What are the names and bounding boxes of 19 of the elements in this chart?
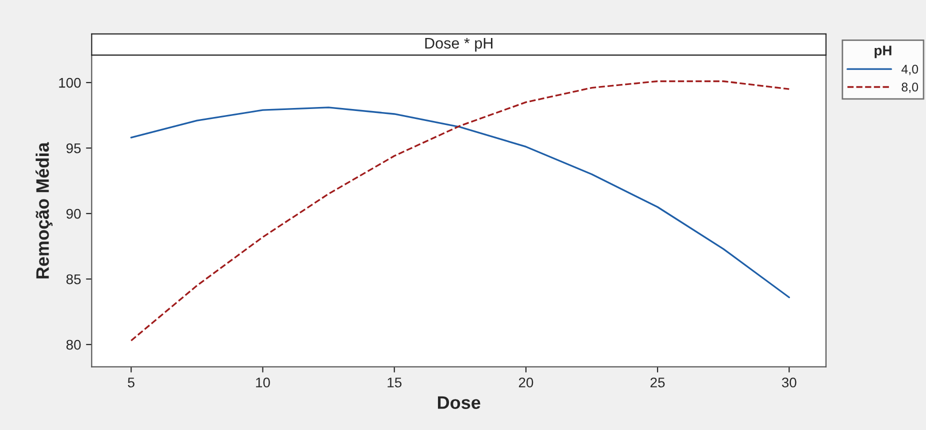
legend-label: 8,0 <box>902 82 918 93</box>
x-tick-label: 15 <box>388 378 402 388</box>
y-tick-label: 80 <box>66 340 81 350</box>
y-tick-label: 95 <box>66 143 81 154</box>
x-tick-label: 30 <box>782 378 796 388</box>
chart-title: Dose * pH <box>425 38 492 52</box>
y-axis-title: Remoção Média <box>36 142 53 278</box>
line-series <box>130 106 790 298</box>
y-tick-label: 90 <box>66 208 81 219</box>
legend-label: 4,0 <box>901 64 918 76</box>
x-tick-label: 25 <box>650 378 665 388</box>
x-tick-label: 10 <box>256 378 270 388</box>
x-axis-title: Dose <box>438 396 480 409</box>
legend-title: pH <box>874 46 892 58</box>
line-series <box>130 80 790 342</box>
x-tick-label: 20 <box>518 378 534 388</box>
y-tick-label: 100 <box>59 78 81 88</box>
x-tick-label: 5 <box>128 378 134 388</box>
y-tick-label: 85 <box>66 274 81 284</box>
